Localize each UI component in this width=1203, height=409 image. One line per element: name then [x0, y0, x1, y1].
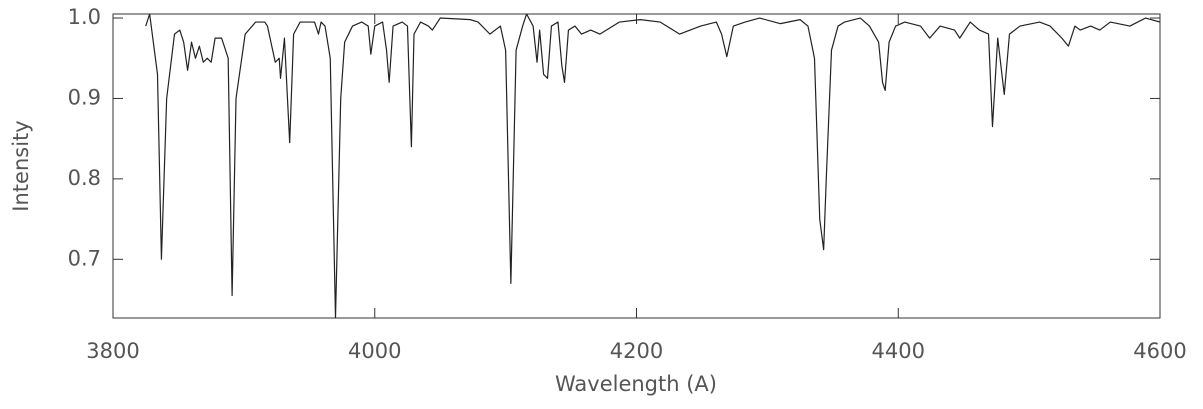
- x-tick-label: 3800: [86, 339, 139, 363]
- x-tick-label: 4400: [872, 339, 925, 363]
- x-tick-label: 4200: [610, 339, 663, 363]
- plot-frame: [112, 13, 1161, 319]
- y-axis-title: Intensity: [9, 120, 33, 211]
- y-tick-label: 0.7: [68, 246, 101, 270]
- x-axis-title: Wavelength (A): [555, 372, 717, 396]
- spectrum-line: [145, 14, 1160, 318]
- y-tick-label: 0.8: [68, 166, 101, 190]
- y-tick-label: 1.0: [68, 5, 101, 29]
- x-tick-label: 4600: [1133, 339, 1186, 363]
- x-tick-label: 4000: [348, 339, 401, 363]
- y-tick-label: 0.9: [68, 85, 101, 109]
